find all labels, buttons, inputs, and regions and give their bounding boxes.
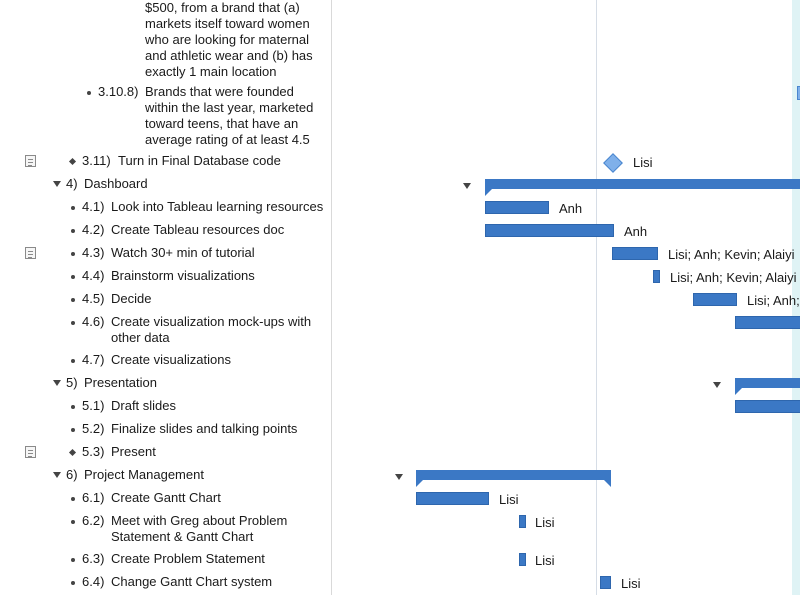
note-icon[interactable] [25,247,36,259]
task-bar[interactable] [519,515,526,528]
task-number: 6.1) [82,490,105,505]
note-icon[interactable] [25,155,36,167]
task-number: 6.3) [82,551,105,566]
task-title: Meet with Greg about Problem Statement &… [111,513,288,544]
bullet-icon [71,206,75,210]
task-number: 4.5) [82,291,105,306]
task-number: 4.3) [82,245,105,260]
summary-bar[interactable] [416,470,611,487]
bullet-icon [71,321,75,325]
summary-cap-left [735,388,742,395]
task-number: 6) [66,467,78,482]
task-bar[interactable] [735,316,800,329]
bullet-icon [71,405,75,409]
disclosure-triangle-icon[interactable] [53,380,61,386]
bullet-icon [71,252,75,256]
task-bar[interactable] [600,576,611,589]
disclosure-triangle-icon[interactable] [395,474,403,480]
task-title: Turn in Final Database code [118,153,281,168]
task-title: Create Problem Statement [111,551,265,566]
task-title: Watch 30+ min of tutorial [111,245,255,260]
bullet-icon [71,428,75,432]
task-bar[interactable] [693,293,737,306]
summary-cap-left [485,189,492,196]
task-title: Brands that were founded within the last… [145,84,314,147]
task-number: 3.10.8) [98,84,139,99]
task-title: Brainstorm visualizations [111,268,255,283]
task-title: Presentation [84,375,157,390]
task-title: Create visualizations [111,352,231,367]
task-number: 5.3) [82,444,105,459]
task-title: Project Management [84,467,204,482]
resource-label: Lisi [633,155,653,170]
resource-label: Lisi; Anh; [747,293,800,308]
resource-label: Anh [624,224,648,239]
disclosure-triangle-icon[interactable] [53,472,61,478]
bullet-icon [71,359,75,363]
bullet-icon [71,581,75,585]
task-bar[interactable] [416,492,489,505]
task-bar-partial[interactable] [797,86,800,100]
disclosure-triangle-icon[interactable] [53,181,61,187]
resource-label: Anh [559,201,583,216]
task-bar[interactable] [612,247,658,260]
task-number: 5) [66,375,78,390]
task-number: 4) [66,176,78,191]
disclosure-triangle-icon[interactable] [713,382,721,388]
resource-label: Lisi; Anh; Kevin; Alaiyi [668,247,795,262]
task-title: Decide [111,291,152,306]
resource-label: Lisi [499,492,519,507]
task-title: Present [111,444,156,459]
bullet-icon [71,275,75,279]
task-number: 4.7) [82,352,105,367]
summary-bar[interactable] [735,378,800,395]
task-bar[interactable] [653,270,660,283]
task-title: Create Gantt Chart [111,490,221,505]
task-number: 6.2) [82,513,105,528]
task-number: 4.6) [82,314,105,329]
task-title: Look into Tableau learning resources [111,199,324,214]
resource-label: Lisi [535,553,555,568]
task-title: Change Gantt Chart system [111,574,273,589]
bullet-icon [71,298,75,302]
milestone-diamond-icon[interactable] [603,153,623,173]
task-title: Create visualization mock-ups with other… [111,314,312,345]
task-number: 5.1) [82,398,105,413]
task-title: $500, from a brand that (a) markets itse… [145,0,313,79]
outline-pane: $500, from a brand that (a) markets itse… [0,0,332,595]
milestone-bullet-icon [68,448,77,457]
note-icon[interactable] [25,446,36,458]
bullet-icon [71,558,75,562]
task-number: 4.2) [82,222,105,237]
task-number: 3.11) [82,153,111,168]
task-number: 4.1) [82,199,105,214]
resource-label: Lisi [621,576,641,591]
task-bar[interactable] [735,400,800,413]
disclosure-triangle-icon[interactable] [463,183,471,189]
bullet-icon [71,229,75,233]
task-title: Draft slides [111,398,177,413]
task-title: Dashboard [84,176,148,191]
resource-label: Lisi; Anh; Kevin; Alaiyi [670,270,797,285]
bullet-icon [71,497,75,501]
task-number: 5.2) [82,421,105,436]
task-number: 6.4) [82,574,105,589]
gantt-chart-pane: Lisi Anh Anh Lisi; Anh; Kevin; Alaiyi Li… [332,0,800,595]
summary-cap-right [604,480,611,487]
bullet-icon [87,91,91,95]
task-bar[interactable] [485,201,549,214]
bullet-icon [71,520,75,524]
weekend-column [792,0,800,595]
summary-bar[interactable] [485,179,800,196]
summary-cap-left [416,480,423,487]
task-title: Finalize slides and talking points [111,421,298,436]
milestone-bullet-icon [68,157,77,166]
resource-label: Lisi [535,515,555,530]
task-bar[interactable] [485,224,614,237]
task-bar[interactable] [519,553,526,566]
task-number: 4.4) [82,268,105,283]
today-line [596,0,597,595]
task-title: Create Tableau resources doc [111,222,285,237]
